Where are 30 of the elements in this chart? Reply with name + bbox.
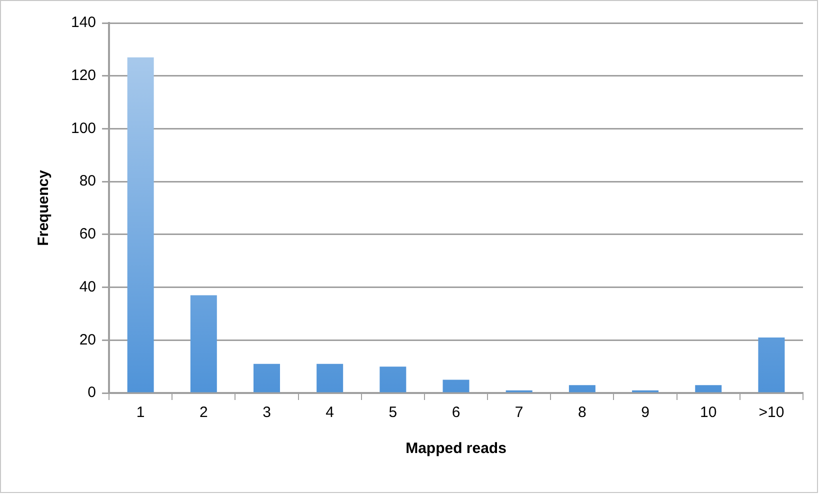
y-tick-label: 120 — [70, 67, 96, 84]
x-tick-label: 7 — [514, 404, 524, 422]
x-tick-label: 4 — [326, 404, 334, 422]
x-tick-label: 1 — [136, 404, 145, 422]
y-tick-label: 0 — [88, 384, 96, 402]
x-tick-label: 9 — [641, 404, 650, 422]
y-tick-label: 20 — [79, 331, 96, 348]
bar — [568, 385, 596, 392]
bar — [127, 57, 154, 392]
x-tick-label: 6 — [452, 404, 460, 422]
y-tick-label: 100 — [70, 120, 96, 137]
y-axis-title: Frequency — [35, 169, 52, 246]
bar — [442, 380, 470, 392]
x-tick-label: 5 — [388, 404, 398, 422]
y-tick-label: 40 — [79, 278, 96, 296]
y-tick-label: 60 — [79, 226, 96, 243]
x-tick-label: 3 — [262, 404, 271, 422]
bar — [190, 295, 217, 392]
bar — [254, 364, 280, 392]
x-tick-label: 10 — [700, 404, 717, 422]
x-axis-title: Mapped reads — [406, 440, 506, 458]
x-tick-label: >10 — [758, 404, 784, 422]
x-tick-label: 8 — [578, 404, 586, 422]
bar — [758, 338, 785, 392]
bar — [695, 385, 722, 392]
bar — [380, 366, 406, 392]
bar — [316, 364, 344, 392]
y-tick-label: 140 — [70, 14, 96, 32]
y-tick-label: 80 — [79, 172, 96, 190]
x-tick-label: 2 — [199, 404, 208, 422]
